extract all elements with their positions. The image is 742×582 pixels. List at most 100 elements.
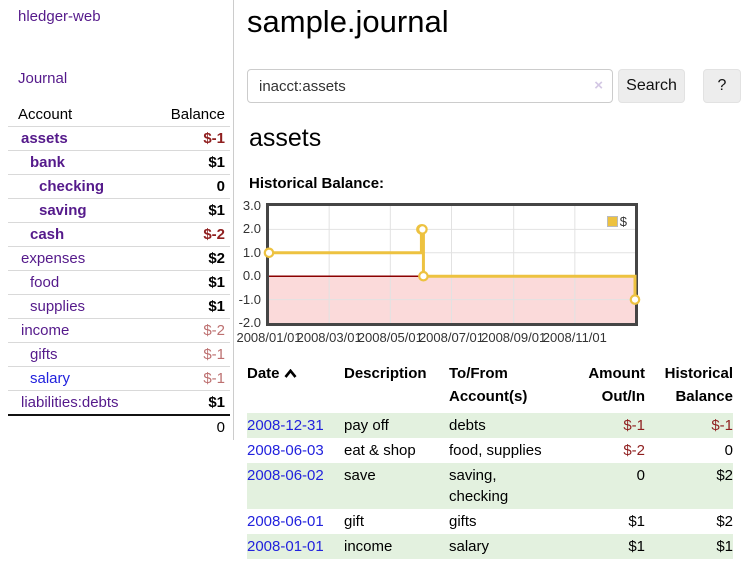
register-header-row: Date Description To/From Account(s) Amou… xyxy=(247,362,733,413)
legend-label: $ xyxy=(619,214,627,229)
accounts-total-row: 0 xyxy=(8,414,230,438)
accounts-header-account: Account xyxy=(18,105,73,123)
register-row[interactable]: 2008-01-01 income salary $1 $1 xyxy=(247,534,733,559)
transaction-amount: 0 xyxy=(636,467,645,484)
account-row-cash[interactable]: cash $-2 xyxy=(8,222,230,246)
page-title: sample.journal xyxy=(247,4,449,39)
transaction-amount: $1 xyxy=(628,538,645,555)
transaction-balance: 0 xyxy=(724,442,733,459)
app-title-link[interactable]: hledger-web xyxy=(18,8,101,25)
transaction-description: gift xyxy=(344,513,365,530)
account-row-supplies[interactable]: supplies $1 xyxy=(8,294,230,318)
account-link[interactable]: liabilities:debts xyxy=(21,394,119,411)
transaction-date-link[interactable]: 2008-12-31 xyxy=(247,417,324,434)
account-link[interactable]: checking xyxy=(39,178,105,195)
search-box: × xyxy=(247,69,613,103)
y-axis-tick-label: 0.0 xyxy=(242,268,261,284)
transaction-date-link[interactable]: 2008-01-01 xyxy=(247,538,324,555)
column-header-balance: Historical Balance xyxy=(664,365,733,405)
legend-swatch-icon xyxy=(606,216,618,227)
transaction-date-link[interactable]: 2008-06-03 xyxy=(247,442,324,459)
search-input[interactable] xyxy=(247,69,613,103)
balance-chart: $ 3.0 2.0 1.0 0.0 -1.0 -2.0 2008/01/01 2008/03/… xyxy=(230,198,742,348)
transaction-accounts: food, supplies xyxy=(449,442,542,459)
x-axis-tick-label: 2008/01/01 xyxy=(236,330,302,345)
account-link[interactable]: expenses xyxy=(21,250,86,267)
transaction-accounts: saving, checking xyxy=(449,467,509,505)
transaction-balance: $2 xyxy=(716,513,733,530)
transaction-amount: $-2 xyxy=(623,442,645,459)
column-header-date[interactable]: Date xyxy=(247,362,344,413)
accounts-panel: Account Balance assets $-1 bank $1 check… xyxy=(8,102,230,438)
account-balance: $-2 xyxy=(203,322,225,339)
accounts-header-balance: Balance xyxy=(170,105,225,123)
account-link[interactable]: cash xyxy=(30,226,65,243)
transaction-description: eat & shop xyxy=(344,442,416,459)
account-row-income[interactable]: income $-2 xyxy=(8,318,230,342)
transaction-balance: $2 xyxy=(716,467,733,484)
account-link[interactable]: gifts xyxy=(30,346,58,363)
account-balance: $1 xyxy=(208,394,225,411)
clear-search-icon[interactable]: × xyxy=(594,77,603,94)
chart-title: Historical Balance: xyxy=(249,175,385,192)
column-header-accounts: To/From Account(s) xyxy=(449,365,528,405)
transaction-amount: $1 xyxy=(628,513,645,530)
account-row-bank[interactable]: bank $1 xyxy=(8,150,230,174)
account-link[interactable]: saving xyxy=(39,202,87,219)
account-link[interactable]: income xyxy=(21,322,70,339)
register-row[interactable]: 2008-06-02 save saving, checking 0 $2 xyxy=(247,463,733,509)
transaction-balance: $1 xyxy=(716,538,733,555)
transaction-amount: $-1 xyxy=(623,417,645,434)
transaction-date-link[interactable]: 2008-06-01 xyxy=(247,513,324,530)
transaction-balance: $-1 xyxy=(711,417,733,434)
transaction-accounts: salary xyxy=(449,538,490,555)
sidebar-divider xyxy=(233,0,234,440)
account-balance: $-2 xyxy=(203,226,225,243)
account-balance: $-1 xyxy=(203,130,225,147)
accounts-header: Account Balance xyxy=(8,102,230,126)
account-link[interactable]: salary xyxy=(30,370,71,387)
account-balance: $-1 xyxy=(203,346,225,363)
account-row-expenses[interactable]: expenses $2 xyxy=(8,246,230,270)
column-header-description: Description xyxy=(344,365,427,382)
transaction-accounts: debts xyxy=(449,417,486,434)
y-axis-tick-label: 2.0 xyxy=(242,221,261,237)
register-row[interactable]: 2008-06-03 eat & shop food, supplies $-2… xyxy=(247,438,733,463)
y-axis-tick-label: -2.0 xyxy=(238,315,261,330)
help-button[interactable]: ? xyxy=(703,69,741,103)
account-balance: $1 xyxy=(208,298,225,315)
search-button[interactable]: Search xyxy=(618,69,685,103)
account-balance: $1 xyxy=(208,202,225,219)
account-row-liabilities-debts[interactable]: liabilities:debts $1 xyxy=(8,390,230,414)
register-row[interactable]: 2008-12-31 pay off debts $-1 $-1 xyxy=(247,413,733,438)
x-axis-tick-label: 2008/07/01 xyxy=(418,330,485,345)
x-axis-tick-label: 2008/11/01 xyxy=(542,330,607,345)
x-axis-tick-label: 2008/03/01 xyxy=(296,330,362,345)
sidebar-item-journal[interactable]: Journal xyxy=(18,70,68,87)
y-axis-tick-label: -1.0 xyxy=(238,291,261,307)
account-balance: $1 xyxy=(208,274,225,291)
account-balance: $-1 xyxy=(203,370,225,387)
transaction-description: save xyxy=(344,467,376,484)
account-row-food[interactable]: food $1 xyxy=(8,270,230,294)
account-heading: assets xyxy=(249,124,322,152)
account-link[interactable]: supplies xyxy=(30,298,86,315)
y-axis-tick-label: 3.0 xyxy=(242,198,261,213)
account-row-gifts[interactable]: gifts $-1 xyxy=(8,342,230,366)
accounts-total-value: 0 xyxy=(216,418,225,436)
account-row-saving[interactable]: saving $1 xyxy=(8,198,230,222)
chart-legend: $ xyxy=(606,214,627,229)
account-link[interactable]: bank xyxy=(30,154,66,171)
x-axis-tick-label: 2008/09/01 xyxy=(481,330,547,345)
register-row[interactable]: 2008-06-01 gift gifts $1 $2 xyxy=(247,509,733,534)
column-header-amount: Amount Out/In xyxy=(588,365,645,405)
account-link[interactable]: assets xyxy=(21,130,68,147)
account-link[interactable]: food xyxy=(30,274,60,291)
y-axis-tick-label: 1.0 xyxy=(242,244,261,260)
transaction-date-link[interactable]: 2008-06-02 xyxy=(247,467,324,484)
account-row-salary[interactable]: salary $-1 xyxy=(8,366,230,390)
account-row-checking[interactable]: checking 0 xyxy=(8,174,230,198)
transaction-accounts: gifts xyxy=(449,513,477,530)
account-row-assets[interactable]: assets $-1 xyxy=(8,126,230,150)
